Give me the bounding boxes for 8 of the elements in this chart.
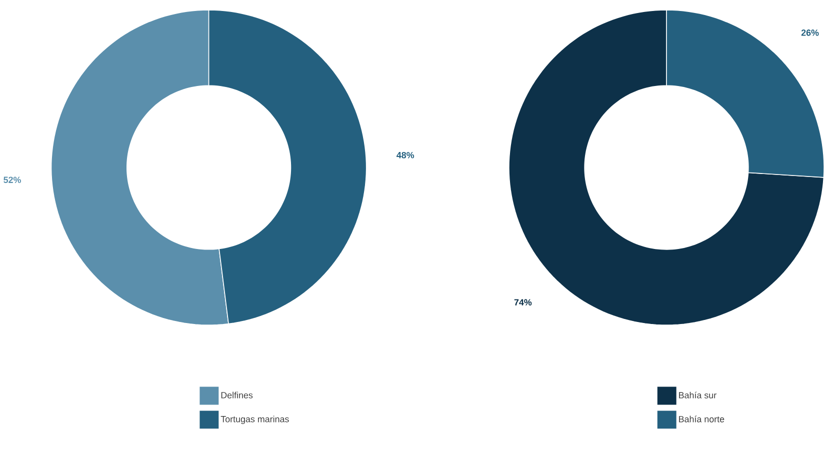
- data-label: 52%: [4, 176, 21, 184]
- data-label: 48%: [396, 152, 414, 158]
- legend-label: Delfines: [221, 392, 253, 399]
- data-label: 26%: [801, 30, 819, 36]
- legend-label: Bahía norte: [679, 416, 724, 423]
- legend-label: Bahía sur: [679, 392, 716, 399]
- data-label: 74%: [514, 299, 532, 306]
- legend-label: Tortugas marinas: [220, 416, 289, 424]
